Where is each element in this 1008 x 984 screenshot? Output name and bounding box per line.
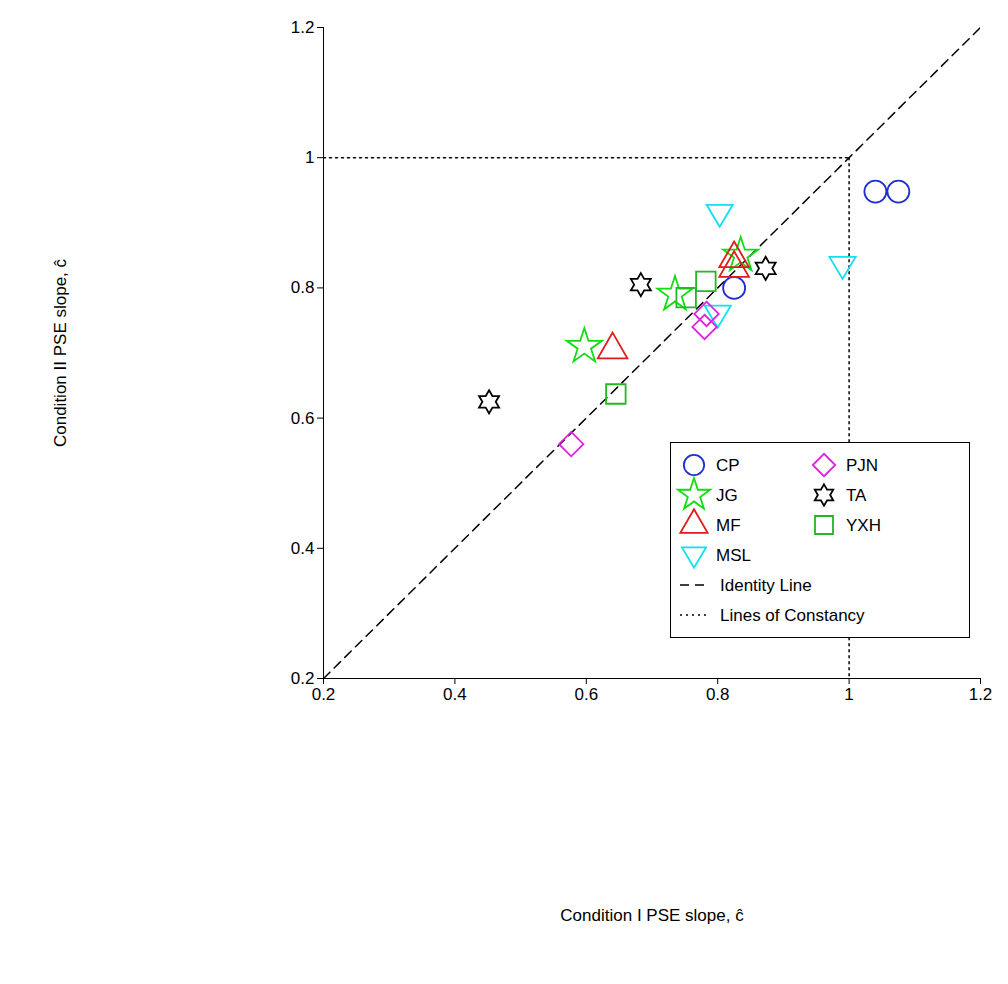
svg-text:Lines of Constancy: Lines of Constancy bbox=[720, 606, 865, 625]
svg-text:0.6: 0.6 bbox=[291, 409, 315, 428]
svg-text:0.8: 0.8 bbox=[706, 685, 730, 704]
svg-text:Condition II PSE slope, ĉ: Condition II PSE slope, ĉ bbox=[51, 258, 70, 447]
svg-text:YXH: YXH bbox=[846, 516, 881, 535]
svg-text:MF: MF bbox=[716, 516, 741, 535]
svg-text:0.2: 0.2 bbox=[312, 685, 336, 704]
svg-text:0.2: 0.2 bbox=[290, 668, 315, 688]
svg-text:Identity Line: Identity Line bbox=[720, 576, 812, 595]
svg-text:0.4: 0.4 bbox=[443, 685, 467, 704]
svg-text:1.2: 1.2 bbox=[291, 18, 315, 37]
svg-text:PJN: PJN bbox=[846, 456, 878, 475]
svg-text:JG: JG bbox=[716, 486, 738, 505]
svg-text:MSL: MSL bbox=[716, 546, 751, 565]
svg-text:TA: TA bbox=[846, 486, 867, 505]
svg-text:0.6: 0.6 bbox=[574, 685, 598, 704]
svg-text:0.8: 0.8 bbox=[291, 278, 315, 297]
svg-text:Condition I PSE slope, ĉ: Condition I PSE slope, ĉ bbox=[560, 906, 744, 925]
svg-text:1.2: 1.2 bbox=[969, 685, 993, 704]
svg-text:0.4: 0.4 bbox=[291, 539, 315, 558]
svg-text:CP: CP bbox=[716, 456, 740, 475]
svg-text:1: 1 bbox=[305, 148, 314, 167]
svg-text:1: 1 bbox=[844, 685, 853, 704]
